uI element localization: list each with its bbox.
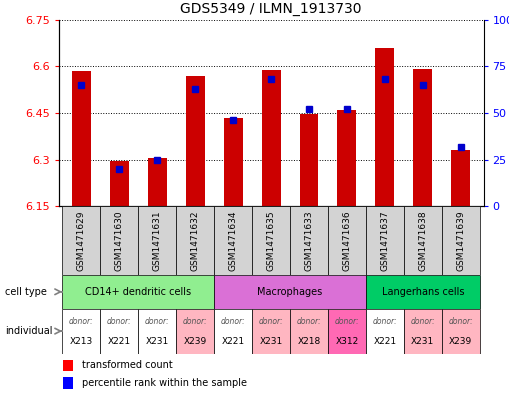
Bar xyxy=(63,377,73,389)
Text: donor:: donor: xyxy=(373,317,397,326)
Bar xyxy=(110,161,129,206)
Text: X213: X213 xyxy=(70,336,93,345)
Text: GSM1471635: GSM1471635 xyxy=(267,210,275,271)
Text: GSM1471637: GSM1471637 xyxy=(380,210,389,271)
Bar xyxy=(72,71,91,206)
Bar xyxy=(252,309,290,354)
Bar xyxy=(328,206,366,275)
Text: individual: individual xyxy=(5,326,52,336)
Bar xyxy=(176,309,214,354)
Text: Macrophages: Macrophages xyxy=(258,287,323,297)
Bar xyxy=(63,360,73,371)
Bar xyxy=(214,206,252,275)
Bar xyxy=(366,275,480,309)
Bar xyxy=(214,309,252,354)
Bar xyxy=(62,309,100,354)
Text: GSM1471631: GSM1471631 xyxy=(153,210,162,271)
Text: GSM1471638: GSM1471638 xyxy=(418,210,428,271)
Text: GSM1471634: GSM1471634 xyxy=(229,211,238,271)
Text: X231: X231 xyxy=(146,336,169,345)
Bar xyxy=(262,70,280,206)
Bar xyxy=(62,275,214,309)
Text: transformed count: transformed count xyxy=(82,360,173,371)
Text: cell type: cell type xyxy=(5,287,47,297)
Bar xyxy=(138,206,176,275)
Bar xyxy=(413,69,432,206)
Bar xyxy=(100,309,138,354)
Text: percentile rank within the sample: percentile rank within the sample xyxy=(82,378,247,388)
Bar xyxy=(442,309,480,354)
Text: donor:: donor: xyxy=(448,317,473,326)
Title: GDS5349 / ILMN_1913730: GDS5349 / ILMN_1913730 xyxy=(180,2,362,16)
Text: X231: X231 xyxy=(411,336,435,345)
Text: X239: X239 xyxy=(184,336,207,345)
Text: GSM1471633: GSM1471633 xyxy=(304,210,314,271)
Bar xyxy=(366,309,404,354)
Bar xyxy=(148,158,166,206)
Text: donor:: donor: xyxy=(297,317,321,326)
Text: GSM1471632: GSM1471632 xyxy=(191,211,200,271)
Text: X312: X312 xyxy=(335,336,358,345)
Text: X218: X218 xyxy=(297,336,321,345)
Bar xyxy=(328,309,366,354)
Text: donor:: donor: xyxy=(410,317,435,326)
Text: donor:: donor: xyxy=(69,317,94,326)
Text: donor:: donor: xyxy=(183,317,208,326)
Text: GSM1471630: GSM1471630 xyxy=(115,210,124,271)
Text: donor:: donor: xyxy=(334,317,359,326)
Text: GSM1471639: GSM1471639 xyxy=(456,210,465,271)
Text: X239: X239 xyxy=(449,336,472,345)
Text: Langerhans cells: Langerhans cells xyxy=(382,287,464,297)
Bar xyxy=(404,206,442,275)
Text: X221: X221 xyxy=(108,336,131,345)
Bar xyxy=(138,309,176,354)
Bar xyxy=(100,206,138,275)
Text: GSM1471636: GSM1471636 xyxy=(343,210,351,271)
Bar xyxy=(376,48,394,206)
Text: X221: X221 xyxy=(373,336,397,345)
Bar xyxy=(290,206,328,275)
Bar xyxy=(404,309,442,354)
Bar xyxy=(223,118,243,206)
Text: X221: X221 xyxy=(221,336,245,345)
Text: donor:: donor: xyxy=(221,317,245,326)
Bar xyxy=(337,110,356,206)
Bar xyxy=(186,76,205,206)
Text: donor:: donor: xyxy=(259,317,284,326)
Bar xyxy=(366,206,404,275)
Text: GSM1471629: GSM1471629 xyxy=(77,211,86,271)
Text: CD14+ dendritic cells: CD14+ dendritic cells xyxy=(85,287,191,297)
Bar xyxy=(290,309,328,354)
Bar xyxy=(176,206,214,275)
Bar xyxy=(442,206,480,275)
Text: X231: X231 xyxy=(260,336,282,345)
Bar xyxy=(299,114,319,206)
Bar xyxy=(62,206,100,275)
Bar xyxy=(252,206,290,275)
Text: donor:: donor: xyxy=(107,317,132,326)
Bar xyxy=(214,275,366,309)
Text: donor:: donor: xyxy=(145,317,169,326)
Bar xyxy=(451,150,470,206)
